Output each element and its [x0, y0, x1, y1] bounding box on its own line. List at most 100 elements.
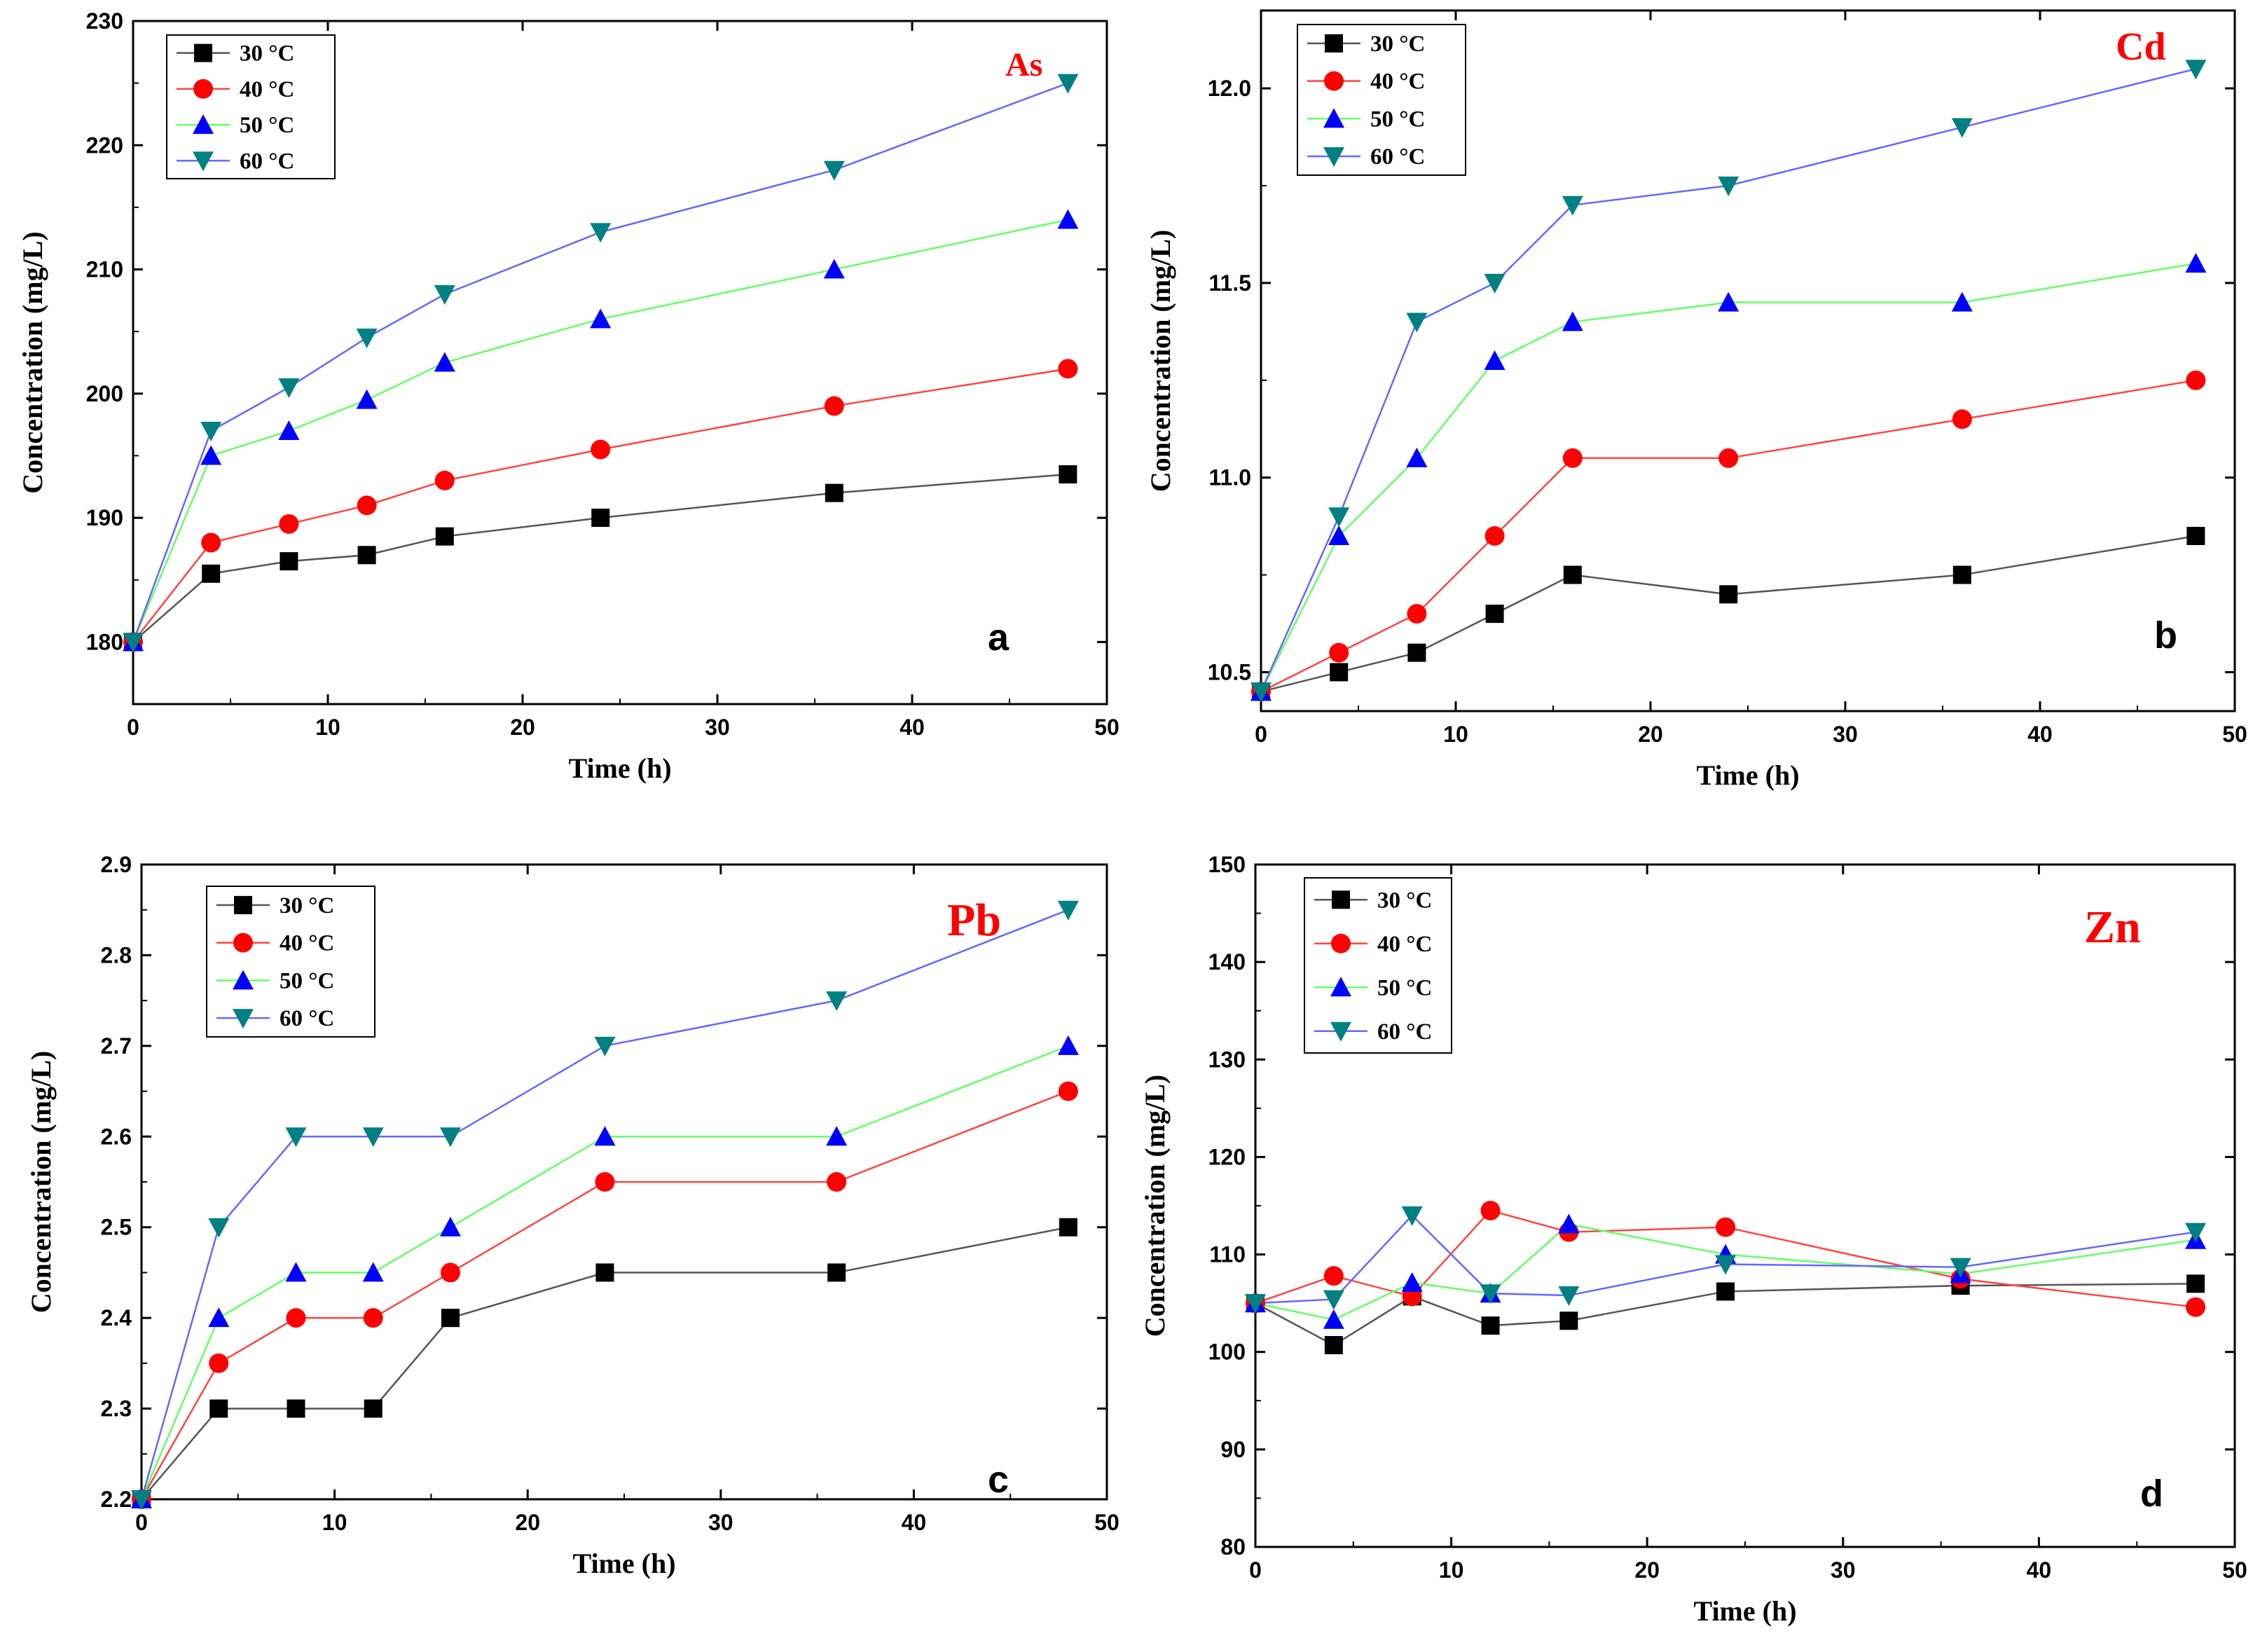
data-point-series-1: [1719, 585, 1738, 604]
legend-label: 30 °C: [1370, 32, 1425, 57]
legend-label: 50 °C: [1370, 106, 1425, 132]
y-axis-title: Concentration (mg/L): [1145, 230, 1176, 492]
y-tick-label: 12.0: [1208, 76, 1251, 101]
data-point-series-1: [1716, 1282, 1735, 1301]
legend-marker: [193, 114, 214, 135]
data-point-series-2: [2186, 370, 2206, 390]
data-point-series-4: [590, 223, 612, 243]
legend-marker: [1323, 147, 1344, 167]
y-tick-label: 10.5: [1208, 659, 1251, 684]
data-point-series-2: [1716, 1217, 1736, 1237]
data-point-series-1: [202, 564, 221, 583]
data-point-series-4: [1250, 682, 1272, 703]
data-point-series-4: [278, 378, 300, 398]
data-point-series-4: [1718, 177, 1739, 196]
data-point-series-3: [1562, 311, 1583, 331]
x-tick-label: 10: [315, 715, 340, 740]
legend-label: 60 °C: [280, 1006, 334, 1031]
panel-letter: d: [2140, 1473, 2163, 1515]
series-line-1: [1255, 1283, 2196, 1347]
data-point-series-1: [1485, 605, 1504, 624]
y-tick-label: 11.5: [1208, 270, 1251, 296]
y-tick-label: 230: [86, 8, 123, 34]
data-point-series-4: [1562, 195, 1583, 216]
series-line-4: [1260, 68, 2196, 692]
y-tick-label: 220: [86, 132, 123, 158]
legend-marker: [1330, 977, 1351, 997]
data-point-series-4: [439, 1127, 461, 1148]
data-point-series-2: [286, 1308, 306, 1328]
data-point-series-1: [441, 1309, 460, 1328]
data-point-series-2: [1952, 409, 1972, 429]
data-point-series-2: [827, 1172, 847, 1192]
data-point-series-2: [357, 495, 377, 516]
data-point-series-2: [591, 439, 611, 460]
data-point-series-4: [1245, 1294, 1266, 1314]
y-axis-title: Concentration (mg/L): [17, 231, 48, 493]
x-tick-label: 30: [1831, 1557, 1856, 1583]
x-tick-label: 50: [1094, 1510, 1119, 1535]
element-label: Pb: [947, 895, 1001, 946]
data-point-series-3: [1057, 209, 1079, 229]
legend-marker: [1331, 933, 1351, 954]
data-point-series-3: [208, 1307, 230, 1328]
data-point-series-4: [1401, 1206, 1423, 1226]
series-line-3: [1260, 262, 2196, 692]
data-point-series-3: [439, 1216, 461, 1237]
data-point-series-1: [1324, 1335, 1343, 1354]
x-tick-label: 50: [2222, 722, 2247, 747]
data-point-series-2: [1718, 448, 1739, 468]
y-tick-label: 190: [86, 505, 123, 530]
x-axis-title: Time (h): [568, 752, 671, 784]
panel-letter: c: [988, 1459, 1009, 1501]
panel-letter: b: [2154, 614, 2177, 656]
legend-label: 40 °C: [240, 77, 294, 102]
data-point-series-1: [1059, 1218, 1077, 1237]
data-point-series-3: [356, 389, 378, 409]
x-axis-title: Time (h): [1693, 1595, 1796, 1627]
data-point-series-1: [1059, 465, 1077, 484]
data-point-series-4: [1480, 1284, 1501, 1305]
chart-panel-c: 0 10 20 30 40 50 2.2 2.3 2.4 2.5 2.6 2.7 2.8 2.9 Time …: [25, 852, 1119, 1579]
data-point-series-2: [209, 1353, 229, 1373]
data-point-series-3: [1484, 350, 1505, 370]
data-point-series-2: [201, 532, 221, 553]
x-tick-label: 0: [135, 1510, 148, 1535]
legend-marker: [233, 970, 254, 990]
x-tick-label: 10: [1439, 1557, 1464, 1583]
data-point-series-1: [1330, 663, 1349, 682]
y-tick-label: 11.0: [1208, 465, 1251, 490]
legend-marker: [1330, 1021, 1351, 1042]
legend-marker: [194, 43, 212, 62]
data-point-series-3: [362, 1262, 384, 1282]
element-label: As: [1005, 46, 1042, 83]
data-point-series-3: [1401, 1272, 1423, 1292]
data-point-series-3: [823, 259, 845, 279]
series-line-2: [140, 1090, 1069, 1500]
data-point-series-4: [362, 1127, 384, 1148]
data-point-series-3: [590, 308, 612, 329]
y-tick-label: 200: [86, 381, 123, 406]
y-tick-label: 2.6: [101, 1124, 132, 1149]
data-point-series-1: [209, 1399, 228, 1418]
chart-panel-a: 0 10 20 30 40 50 180 190 200 210 220 230 Time (h) Con…: [17, 8, 1119, 784]
legend-marker: [233, 932, 253, 953]
series-line-1: [141, 1226, 1069, 1500]
data-point-series-4: [2185, 60, 2207, 80]
data-point-series-2: [1323, 1266, 1344, 1286]
y-tick-label: 180: [86, 629, 123, 654]
data-point-series-3: [826, 1126, 848, 1146]
data-point-series-2: [1484, 526, 1505, 546]
y-tick-label: 140: [1208, 949, 1246, 975]
x-tick-label: 40: [2027, 1557, 2052, 1583]
series-line-4: [140, 909, 1069, 1500]
legend-marker: [1323, 108, 1344, 128]
data-point-series-3: [1718, 291, 1739, 312]
data-point-series-3: [1057, 1035, 1079, 1055]
data-point-series-4: [594, 1036, 616, 1056]
data-point-series-4: [434, 285, 455, 305]
legend-marker: [1324, 71, 1344, 91]
data-point-series-2: [2186, 1297, 2206, 1317]
data-point-series-4: [1484, 273, 1505, 294]
legend: 30 °C 40 °C 50 °C 60 °C: [1297, 24, 1466, 176]
